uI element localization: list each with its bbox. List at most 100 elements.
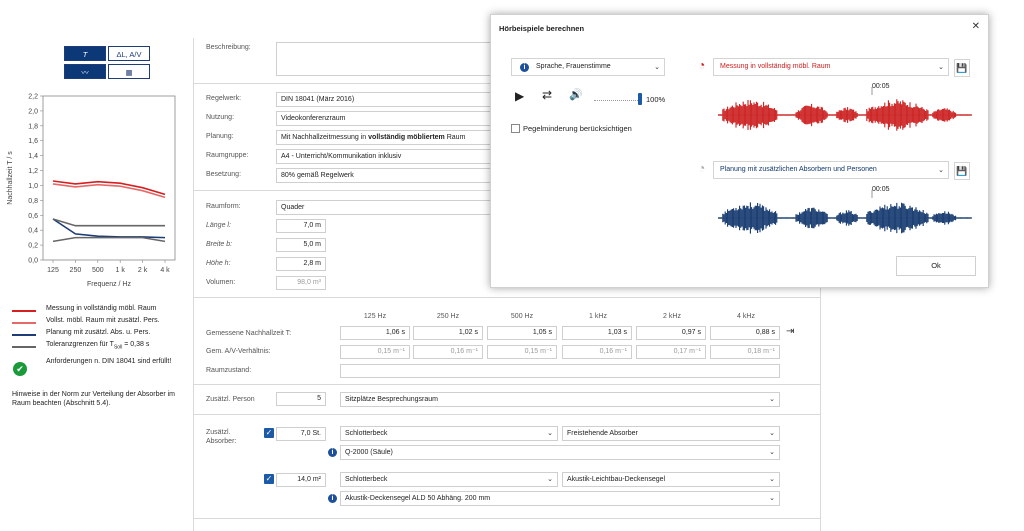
chevron-down-icon: ⌄ xyxy=(769,476,775,483)
absorber1-quantity[interactable]: 7,0 St. xyxy=(276,427,326,441)
chart-view-tabs: T ΔL, A/V 〰 ▦ xyxy=(64,46,152,80)
speaker-icon[interactable]: 🔊 xyxy=(569,89,583,101)
av-ratio-2k: 0,17 m⁻¹ xyxy=(636,345,706,359)
y-tick-label: 0,8 xyxy=(28,198,38,205)
occupancy-select[interactable]: 80% gemäß Regelwerk xyxy=(276,168,496,183)
check-circle-icon: ✔ xyxy=(13,362,27,376)
chevron-down-icon: ⌄ xyxy=(769,495,775,502)
absorber1-checkbox[interactable]: ✓ xyxy=(264,428,274,438)
length-input[interactable]: 7,0 m xyxy=(276,219,326,233)
legend-swatch-persons xyxy=(12,322,36,324)
width-input[interactable]: 5,0 m xyxy=(276,238,326,252)
volume-slider[interactable] xyxy=(638,93,642,105)
y-tick-label: 1,0 xyxy=(28,183,38,190)
y-tick-label: 0,4 xyxy=(28,228,38,235)
level-reduction-label: Pegelminderung berücksichtigen xyxy=(523,124,632,133)
chevron-down-icon: ⌄ xyxy=(938,64,944,71)
absorber1-product-select[interactable]: Q-2000 (Säule) ⌄ xyxy=(340,445,780,460)
absorber2-product-select[interactable]: Akustik-Deckensegel ALD 50 Abhäng. 200 m… xyxy=(340,491,780,506)
persons-input[interactable]: 5 xyxy=(276,392,326,406)
absorber2-type-select[interactable]: Akustik-Leichtbau-Deckensegel ⌄ xyxy=(562,472,780,487)
audio-examples-dialog: Hörbeispiele berechnen ✕ i Sprache, Frau… xyxy=(490,14,989,288)
play-icon[interactable]: ▶ xyxy=(515,89,525,103)
level-reduction-checkbox[interactable] xyxy=(511,124,520,133)
norm-hint: Hinweise in der Norm zur Verteilung der … xyxy=(12,391,176,407)
requirements-status: Anforderungen n. DIN 18041 sind erfüllt! xyxy=(46,358,172,365)
planning-select[interactable]: Mit Nachhallzeitmessung in vollständig m… xyxy=(276,130,496,145)
description-field[interactable] xyxy=(276,42,506,76)
volume-track xyxy=(594,100,640,101)
planning-label: Planung: xyxy=(206,133,234,140)
tab-table-view[interactable]: ▦ xyxy=(108,64,150,79)
measured-rt-label: Gemessene Nachhallzeit T: xyxy=(206,330,292,337)
chevron-down-icon: ⌄ xyxy=(938,167,944,174)
import-icon[interactable]: ⇥ xyxy=(786,326,795,337)
track2-select[interactable]: Planung mit zusätzlichen Absorbern und P… xyxy=(713,161,949,179)
ok-button[interactable]: Ok xyxy=(896,256,976,276)
tab-reverberation-time[interactable]: T xyxy=(64,46,106,61)
av-ratio-label: Gem. A/V-Verhältnis: xyxy=(206,348,271,355)
series-line-2 xyxy=(52,218,166,239)
y-tick-label: 0,6 xyxy=(28,213,38,220)
series-line-0 xyxy=(52,180,166,196)
track1-waveform xyxy=(718,87,972,131)
save-icon[interactable]: 💾 xyxy=(954,59,970,77)
save-icon[interactable]: 💾 xyxy=(954,162,970,180)
absorber2-checkbox[interactable]: ✓ xyxy=(264,474,274,484)
divider xyxy=(193,414,820,415)
chevron-down-icon: ⌄ xyxy=(769,396,775,403)
header-4khz: 4 kHz xyxy=(737,313,755,320)
divider xyxy=(193,384,820,385)
room-group-select[interactable]: A4 - Unterricht/Kommunikation inklusiv xyxy=(276,149,496,164)
tab-level-reduction[interactable]: ΔL, A/V xyxy=(108,46,150,61)
seating-select[interactable]: Sitzplätze Besprechungsraum ⌄ xyxy=(340,392,780,407)
absorber2-maker-select[interactable]: Schlotterbeck ⌄ xyxy=(340,472,558,487)
absorber2-quantity[interactable]: 14,0 m² xyxy=(276,473,326,487)
measured-rt-125[interactable]: 1,06 s xyxy=(340,326,410,340)
track1-select[interactable]: Messung in vollständig möbl. Raum ⌄ xyxy=(713,58,949,76)
standard-select[interactable]: DIN 18041 (März 2016) xyxy=(276,92,496,107)
x-tick-label: 125 xyxy=(47,267,59,274)
height-label: Höhe h: xyxy=(206,260,231,267)
y-tick-label: 0,2 xyxy=(28,243,38,250)
measured-rt-2k[interactable]: 0,97 s xyxy=(636,326,706,340)
close-icon[interactable]: ✕ xyxy=(971,21,980,32)
column-divider xyxy=(193,38,194,531)
measured-rt-500[interactable]: 1,05 s xyxy=(487,326,557,340)
track2-waveform xyxy=(718,190,972,234)
length-label: Länge l: xyxy=(206,222,231,229)
measured-rt-4k[interactable]: 0,88 s xyxy=(710,326,780,340)
legend-swatch-tolerance xyxy=(12,346,36,348)
divider xyxy=(193,83,493,84)
volume-value: 100% xyxy=(646,95,666,104)
track1-time-mark: 00:05 xyxy=(872,83,890,90)
absorber1-type-select[interactable]: Freistehende Absorber ⌄ xyxy=(562,426,780,441)
room-state-field[interactable] xyxy=(340,364,780,378)
divider xyxy=(193,297,820,298)
measured-rt-250[interactable]: 1,02 s xyxy=(413,326,483,340)
usage-select[interactable]: Videokonferenzraum xyxy=(276,111,496,126)
measured-rt-1k[interactable]: 1,03 s xyxy=(562,326,632,340)
standard-label: Regelwerk: xyxy=(206,95,242,102)
y-tick-label: 2,2 xyxy=(28,94,38,101)
x-tick-label: 500 xyxy=(92,267,104,274)
absorbers-label: Zusätzl. Absorber: xyxy=(206,429,237,445)
repeat-icon[interactable]: ⇄ xyxy=(542,88,553,102)
av-ratio-125: 0,15 m⁻¹ xyxy=(340,345,410,359)
tab-chart-view[interactable]: 〰 xyxy=(64,64,106,79)
occupancy-label: Besetzung: xyxy=(206,171,242,178)
divider xyxy=(193,518,820,519)
height-input[interactable]: 2,8 m xyxy=(276,257,326,271)
source-select[interactable]: i Sprache, Frauenstimme ⌄ xyxy=(511,58,665,76)
info-icon[interactable]: i xyxy=(328,494,337,503)
x-axis-label: Frequenz / Hz xyxy=(87,281,131,288)
info-icon[interactable]: i xyxy=(328,448,337,457)
description-label: Beschreibung: xyxy=(206,44,251,51)
absorber1-maker-select[interactable]: Schlotterbeck ⌄ xyxy=(340,426,558,441)
y-tick-label: 2,0 xyxy=(28,108,38,115)
ear-icon: ◔ xyxy=(698,58,706,72)
room-shape-select[interactable]: Quader xyxy=(276,200,496,215)
av-ratio-500: 0,15 m⁻¹ xyxy=(487,345,557,359)
series-line-1 xyxy=(52,183,166,199)
y-tick-label: 1,6 xyxy=(28,138,38,145)
